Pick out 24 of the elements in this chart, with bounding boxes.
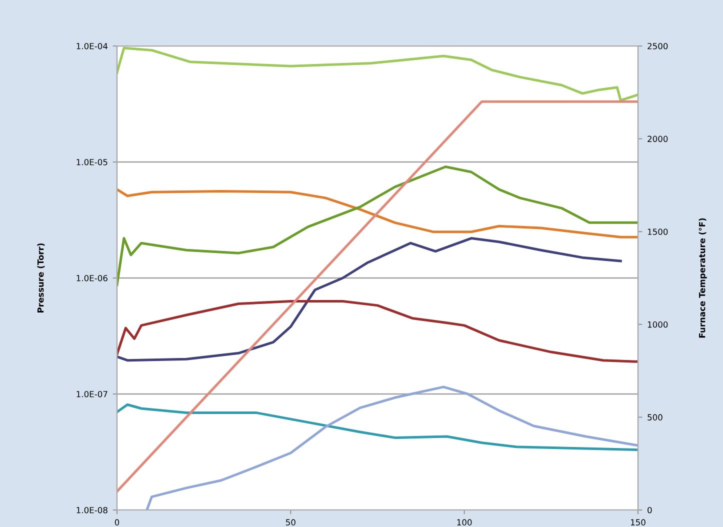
y-tick-label: 1.0E-07 [76, 390, 108, 398]
y-tick-label: 1.0E-06 [76, 274, 108, 282]
line-series [117, 403, 638, 452]
line-series [146, 386, 638, 510]
y2-tick-label: 2500 [648, 42, 668, 50]
y-tick-label: 1.0E-04 [76, 42, 108, 50]
line-series [117, 237, 622, 362]
y2-axis-title: Furnace Temperature (°F) [698, 218, 707, 338]
y-tick-label: 1.0E-05 [76, 158, 108, 166]
line-series [117, 188, 638, 238]
y2-tick-label: 500 [648, 414, 662, 420]
y-tick-label: 1.0E-08 [76, 506, 108, 514]
y2-tick-label: 2000 [648, 136, 668, 142]
y2-tick-label: 1500 [648, 228, 668, 235]
x-tick-label: 50 [286, 519, 296, 526]
line-series [117, 46, 638, 102]
x-tick-label: 100 [457, 519, 472, 526]
x-tick-label: 0 [114, 519, 120, 526]
y2-tick-label: 1000 [648, 321, 668, 328]
y2-tick-label: 0 [648, 506, 652, 514]
x-tick-label: 150 [630, 519, 646, 526]
line-series [117, 166, 638, 286]
line-series [117, 300, 638, 363]
y-axis-title: Pressure (Torr) [37, 243, 45, 312]
